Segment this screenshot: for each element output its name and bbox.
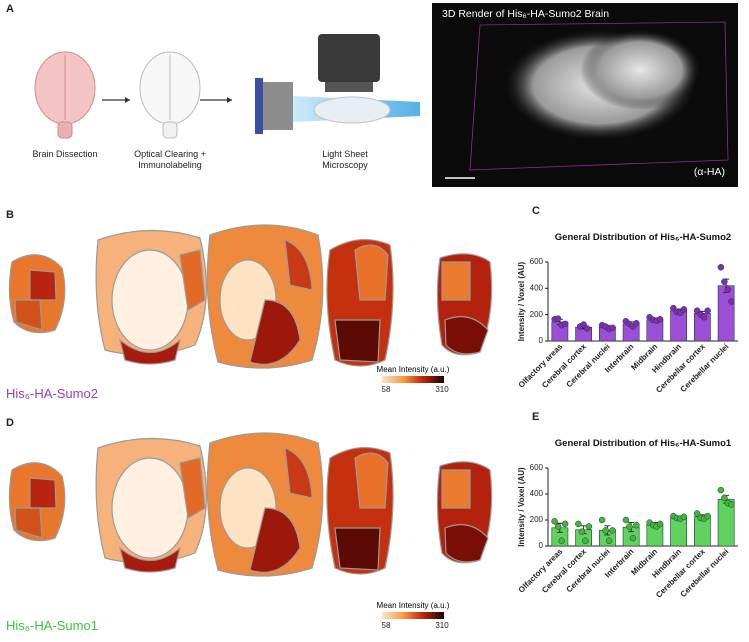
data-point (609, 324, 616, 332)
data-point (622, 516, 630, 524)
data-point (598, 516, 606, 524)
data-point (602, 527, 609, 534)
data-point (693, 510, 701, 517)
y-tick-label: 200 (530, 515, 544, 524)
colorbar-label: Mean Intensity (a.u.) (377, 601, 450, 610)
caption: His₆-HA-Sumo2 (6, 386, 98, 401)
data-point (728, 501, 735, 508)
data-point (721, 278, 728, 285)
y-axis-label: Intensity / Voxel (AU) (517, 467, 526, 547)
data-point (724, 286, 732, 293)
chart-title: General Distribution of His₆-HA-Sumo2 (555, 232, 731, 243)
data-point (656, 520, 664, 528)
y-tick-label: 400 (530, 283, 544, 292)
data-point (717, 264, 725, 271)
y-tick-label: 200 (530, 310, 544, 319)
panel-label: A (6, 3, 14, 15)
brain-slices (8, 224, 493, 369)
bar (717, 285, 735, 342)
data-point (575, 520, 582, 528)
step-label: Light Sheet (322, 149, 368, 159)
colorbar (382, 612, 444, 619)
step-label: Immunolabeling (138, 160, 202, 170)
step-label: Brain Dissection (32, 149, 97, 159)
data-point (633, 319, 640, 327)
caption: His₆-HA-Sumo1 (6, 618, 98, 633)
render-image (432, 3, 738, 187)
data-point (554, 315, 562, 322)
colorbar-min: 58 (382, 621, 391, 630)
panel-label: B (6, 209, 14, 221)
data-point (605, 537, 613, 545)
panel-label: C (532, 205, 540, 217)
data-point (629, 534, 637, 542)
colorbar-max: 310 (435, 621, 449, 630)
y-tick-label: 0 (539, 336, 544, 345)
data-point (554, 523, 562, 530)
data-point (680, 513, 688, 520)
data-point (704, 512, 711, 520)
colorbar-max: 310 (435, 385, 449, 394)
colorbar-label: Mean Intensity (a.u.) (377, 365, 450, 374)
data-point (721, 494, 728, 502)
data-point (700, 314, 708, 321)
data-point (680, 306, 688, 313)
panel-label: D (6, 417, 14, 429)
step-label: Optical Clearing + (134, 149, 206, 159)
render-title: 3D Render of His₆-HA-Sumo2 Brain (442, 8, 609, 20)
data-point (609, 527, 616, 534)
data-point (551, 518, 558, 525)
data-point (626, 523, 633, 530)
data-point (633, 521, 640, 529)
data-point (585, 523, 593, 530)
data-point (582, 537, 589, 545)
data-point (583, 325, 591, 332)
brain-slices (8, 432, 493, 577)
panel-label: E (532, 411, 539, 423)
chart-title: General Distribution of His₆-HA-Sumo1 (555, 438, 732, 449)
step-label: Microscopy (322, 160, 368, 170)
data-point (656, 316, 664, 323)
render-note: (α-HA) (694, 166, 725, 178)
bar (670, 517, 687, 547)
data-point (558, 537, 565, 545)
data-point (578, 528, 586, 535)
colorbar-min: 58 (382, 385, 391, 394)
colorbar (382, 376, 444, 383)
data-point (728, 298, 735, 305)
y-tick-label: 0 (539, 541, 544, 550)
y-tick-label: 600 (530, 257, 544, 266)
brain-icon (34, 34, 420, 139)
data-point (561, 320, 569, 328)
data-point (717, 486, 725, 494)
y-tick-label: 600 (530, 463, 544, 472)
data-point (704, 307, 711, 314)
y-axis-label: Intensity / Voxel (AU) (517, 261, 526, 341)
y-tick-label: 400 (530, 489, 544, 498)
data-point (561, 520, 569, 528)
